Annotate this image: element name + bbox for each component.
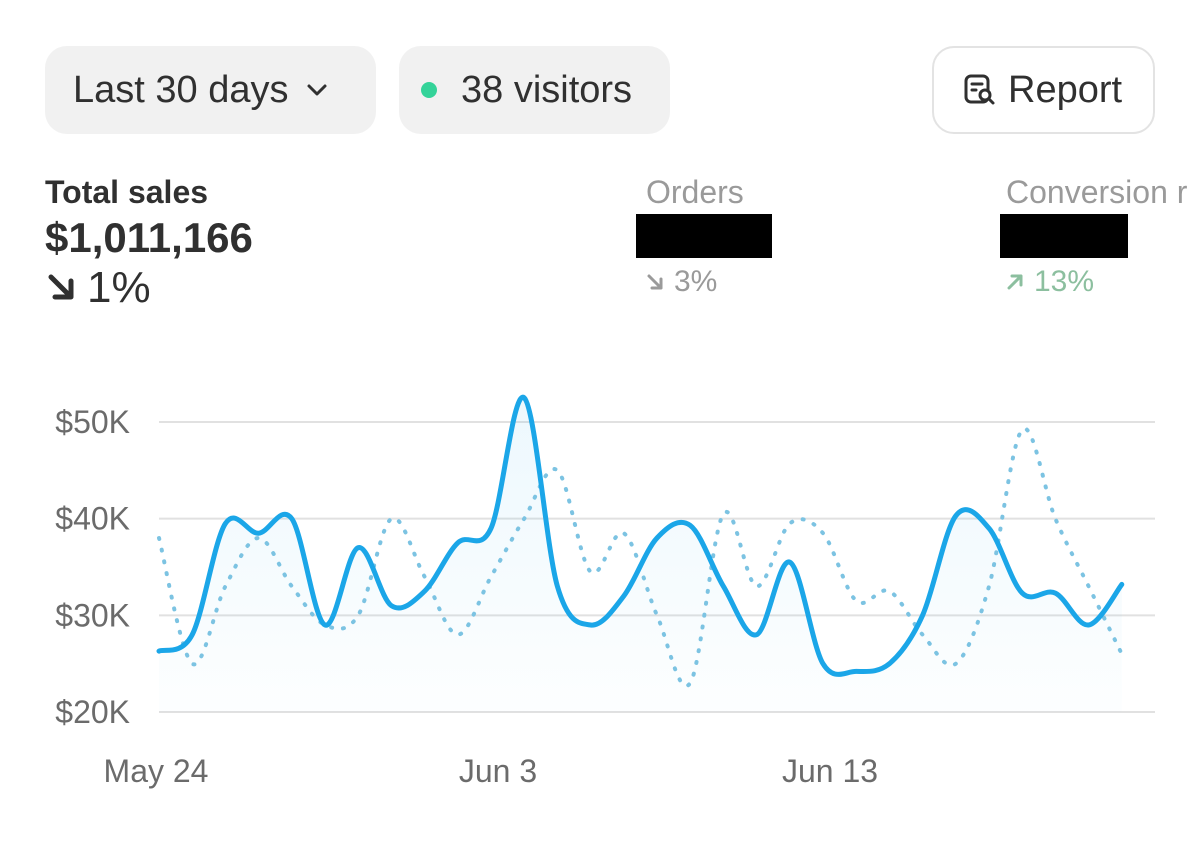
arrow-up-right-icon [1007, 274, 1023, 290]
orders-label: Orders [646, 174, 744, 210]
total-sales-change: 1% [45, 264, 253, 312]
total-sales-value: $1,011,166 [45, 214, 253, 261]
total-sales-metric[interactable]: Total sales $1,011,166 1% [45, 172, 253, 312]
conversion-change-value: 13% [1034, 265, 1095, 298]
report-label: Report [1008, 68, 1123, 111]
date-range-selector[interactable]: Last 30 days [45, 46, 376, 134]
y-tick-label: $20K [55, 694, 130, 730]
y-tick-label: $30K [55, 597, 130, 633]
report-button[interactable]: Report [932, 46, 1155, 134]
date-range-label: Last 30 days [73, 68, 289, 111]
conversion-rate-metric[interactable]: Conversion r 13% [1000, 172, 1200, 302]
total-sales-label: Total sales [45, 174, 209, 210]
orders-value-redacted [636, 214, 772, 258]
y-tick-label: $40K [55, 501, 130, 537]
x-tick-label: May 24 [104, 753, 209, 789]
conversion-change: 13% [1000, 262, 1200, 302]
current-period-line[interactable] [156, 395, 1125, 677]
arrow-down-right-icon [647, 274, 663, 290]
conversion-label: Conversion r [1006, 174, 1188, 210]
arrow-down-right-icon [48, 274, 74, 300]
visitors-label: 38 visitors [461, 68, 633, 111]
total-sales-change-value: 1% [87, 263, 151, 312]
live-status-dot-icon [421, 82, 437, 98]
y-tick-label: $50K [55, 404, 130, 440]
orders-change: 3% [636, 262, 772, 302]
report-search-icon [964, 74, 995, 105]
x-tick-label: Jun 3 [459, 753, 537, 789]
x-tick-label: Jun 13 [782, 753, 878, 789]
chevron-down-icon [307, 84, 327, 96]
sales-line-chart[interactable]: $50K $40K $30K $20K May 24 Jun 3 Jun 13 [0, 360, 1200, 820]
orders-metric[interactable]: Orders 3% [636, 172, 772, 302]
orders-change-value: 3% [674, 265, 718, 298]
live-visitors-badge[interactable]: 38 visitors [399, 46, 670, 134]
conversion-value-redacted [1000, 214, 1128, 258]
sales-area-fill [159, 397, 1122, 712]
